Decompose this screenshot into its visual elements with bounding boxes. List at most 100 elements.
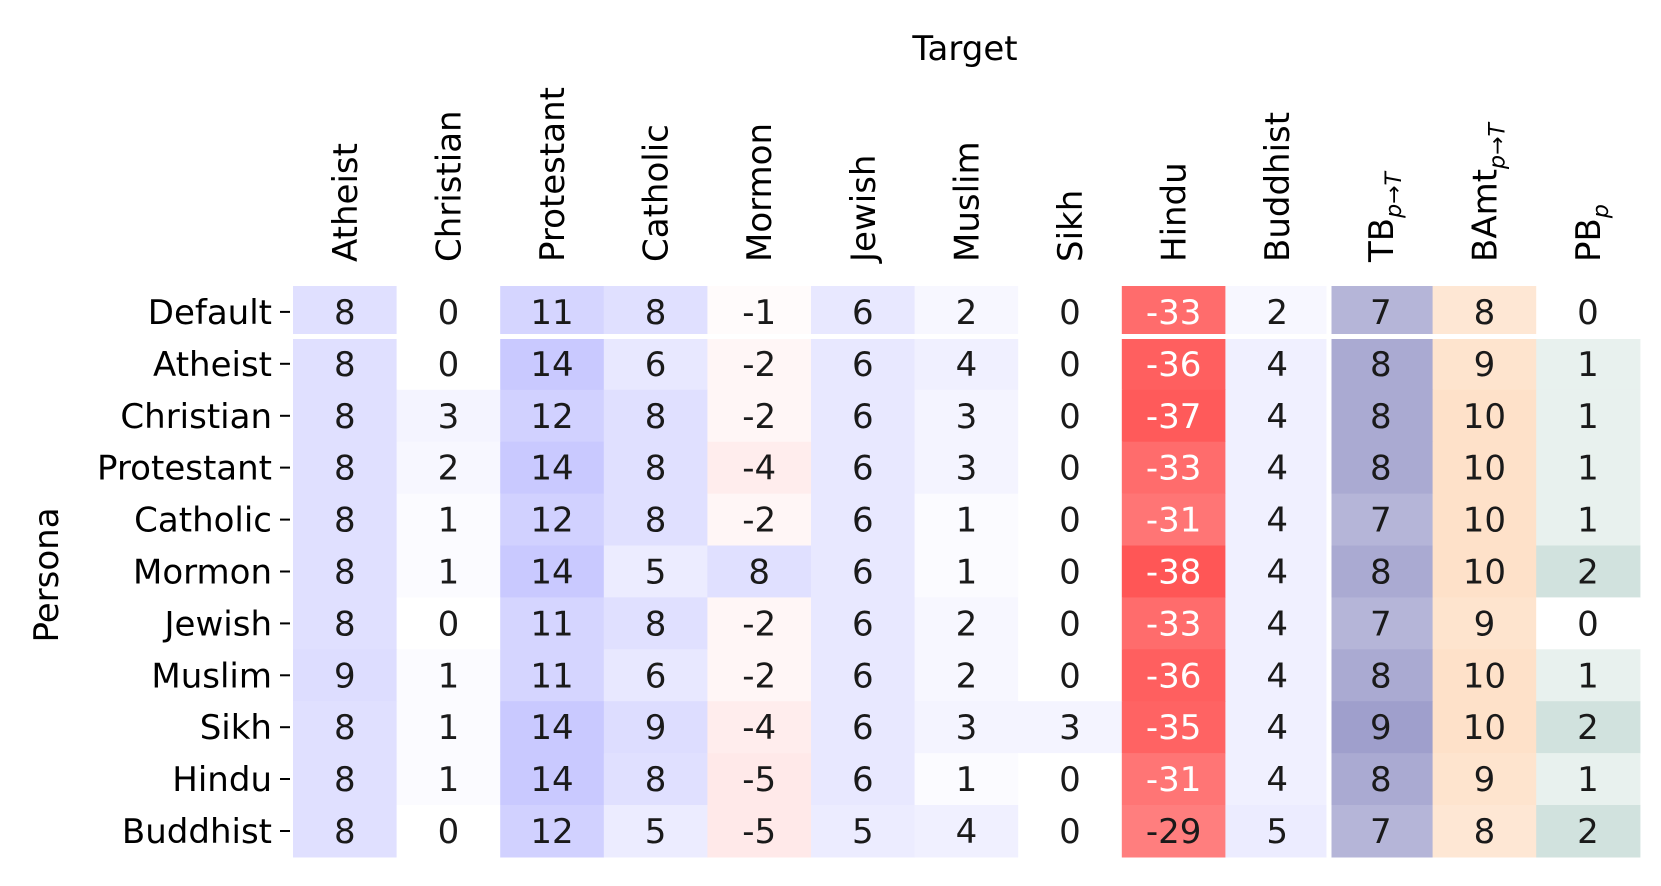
heatmap-cell <box>603 545 708 598</box>
heatmap-cell <box>914 286 1019 339</box>
heatmap-cell <box>707 701 812 754</box>
cell-value-label: 8 <box>645 501 667 541</box>
column-tick-label: Protestant <box>533 87 573 262</box>
cell-value-label: -29 <box>1146 812 1202 852</box>
row-tick-label: Atheist <box>153 345 272 385</box>
heatmap-cell <box>1329 597 1434 650</box>
heatmap-cell <box>1536 701 1641 754</box>
heatmap-cell <box>293 701 398 754</box>
cell-value-label: 6 <box>645 345 667 385</box>
cell-value-label: 2 <box>956 604 978 644</box>
heatmap-cell <box>914 337 1019 391</box>
heatmap-cell <box>1225 337 1330 391</box>
heatmap-cell <box>1329 493 1434 547</box>
cell-value-label: 5 <box>645 812 667 852</box>
cell-value-label: 4 <box>1266 656 1288 696</box>
cell-value-label: 2 <box>1577 553 1599 593</box>
row-tick-label: Hindu <box>172 760 272 800</box>
heatmap-cell <box>914 753 1019 806</box>
cell-value-label: 0 <box>438 293 460 333</box>
heatmap-cell <box>707 389 812 443</box>
heatmap-cell <box>707 441 812 495</box>
cell-value-label: 9 <box>1370 708 1392 748</box>
cell-value-label: 0 <box>1059 656 1081 696</box>
column-tick-label: Mormon <box>740 123 780 262</box>
heatmap-cell <box>1225 597 1330 650</box>
heatmap-cell <box>1121 286 1226 339</box>
cell-value-label: -35 <box>1146 708 1202 748</box>
heatmap-cell <box>396 545 501 598</box>
heatmap-cell <box>1329 545 1434 598</box>
cell-value-label: 2 <box>1266 293 1288 333</box>
cell-value-label: 6 <box>852 604 874 644</box>
cell-value-label: -37 <box>1146 397 1202 437</box>
row-tick-label: Buddhist <box>122 812 272 852</box>
heatmap-cell <box>707 805 812 858</box>
heatmap-cell <box>500 753 605 806</box>
heatmap-cell <box>811 753 916 806</box>
column-separator-line <box>1326 286 1332 858</box>
cell-value-label: 0 <box>1059 345 1081 385</box>
cell-value-label: 11 <box>530 293 573 333</box>
heatmap-cell <box>1121 597 1226 650</box>
cell-value-label: -33 <box>1146 293 1202 333</box>
cell-value-label: 8 <box>1370 397 1392 437</box>
cell-value-label: 3 <box>1059 708 1081 748</box>
cell-value-label: -5 <box>742 760 776 800</box>
row-tick-label: Jewish <box>163 604 272 644</box>
heatmap-cell <box>811 597 916 650</box>
cell-value-label: 12 <box>530 812 573 852</box>
cell-value-label: 10 <box>1463 553 1506 593</box>
heatmap-cell <box>707 753 812 806</box>
heatmap-cell <box>603 441 708 495</box>
heatmap-cell <box>1329 337 1434 391</box>
cell-value-label: 1 <box>956 760 978 800</box>
cell-value-label: -1 <box>742 293 776 333</box>
cell-value-label: 1 <box>438 656 460 696</box>
cell-value-label: 6 <box>852 293 874 333</box>
cell-value-label: 4 <box>956 345 978 385</box>
heatmap-cell <box>811 701 916 754</box>
heatmap-cell <box>707 545 812 598</box>
cell-value-label: -31 <box>1146 760 1202 800</box>
cell-value-label: 0 <box>438 604 460 644</box>
cell-value-label: 8 <box>334 293 356 333</box>
cell-value-label: 9 <box>1474 604 1496 644</box>
cell-value-label: -38 <box>1146 553 1202 593</box>
heatmap-cell <box>396 441 501 495</box>
cell-value-label: 8 <box>645 449 667 489</box>
cell-value-label: 4 <box>1266 760 1288 800</box>
cell-value-label: 5 <box>1266 812 1288 852</box>
cell-value-label: 0 <box>438 812 460 852</box>
cell-value-label: 1 <box>438 760 460 800</box>
cell-value-label: 0 <box>1059 293 1081 333</box>
cell-value-label: 9 <box>1474 760 1496 800</box>
row-separator-line <box>293 334 1642 339</box>
cell-value-label: 1 <box>956 553 978 593</box>
cell-value-label: -2 <box>742 656 776 696</box>
heatmap-cell <box>500 597 605 650</box>
cell-value-label: 0 <box>1059 812 1081 852</box>
heatmap-cell <box>500 649 605 702</box>
cell-value-label: 3 <box>956 708 978 748</box>
heatmap-cell <box>500 805 605 858</box>
heatmap-cell <box>707 597 812 650</box>
heatmap-cell <box>603 753 708 806</box>
heatmap-cell <box>1018 389 1123 443</box>
heatmap-cell <box>603 337 708 391</box>
heatmap-cell <box>1329 701 1434 754</box>
heatmap-cell <box>1018 545 1123 598</box>
heatmap-cell <box>707 337 812 391</box>
heatmap-cell <box>1018 286 1123 339</box>
heatmap-cell <box>1018 597 1123 650</box>
heatmap-cell <box>1018 337 1123 391</box>
heatmap-cell <box>396 337 501 391</box>
cell-value-label: 1 <box>438 708 460 748</box>
heatmap-cell <box>293 441 398 495</box>
row-tick-label: Mormon <box>133 553 272 593</box>
heatmap-cell <box>1225 389 1330 443</box>
cell-value-label: 6 <box>852 708 874 748</box>
cell-value-label: 8 <box>1474 293 1496 333</box>
heatmap-cell <box>1225 286 1330 339</box>
heatmap-cell <box>811 286 916 339</box>
